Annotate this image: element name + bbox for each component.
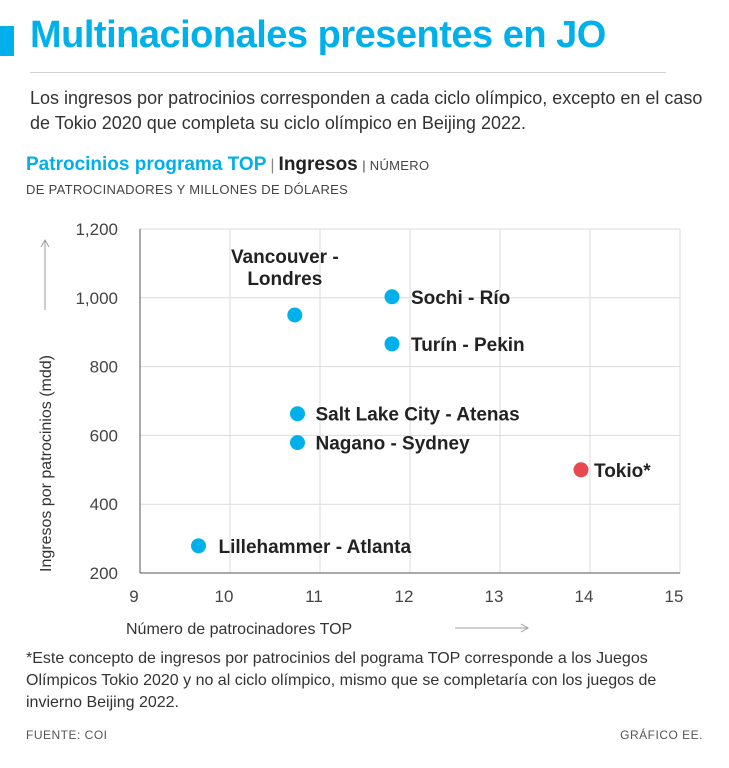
data-point	[573, 462, 589, 478]
data-point	[384, 336, 400, 352]
data-point	[290, 435, 305, 451]
x-tick-label: 9	[129, 587, 138, 606]
y-tick-label: 200	[90, 564, 118, 583]
chart-label-separator: |	[270, 157, 275, 174]
data-label: Turín - Pekin	[411, 335, 525, 356]
y-tick-label: 1,200	[75, 220, 118, 239]
chart-label-revenue: Ingresos	[278, 154, 358, 175]
x-tick-label: 14	[575, 587, 594, 606]
data-point	[290, 406, 305, 422]
y-tick-label: 800	[90, 358, 118, 377]
title-divider	[30, 72, 666, 73]
source-credit: FUENTE: COI	[26, 728, 108, 742]
data-labels: Lillehammer - Atlanta Nagano - Sydney Salt…	[219, 247, 652, 558]
x-tick-label: 10	[215, 587, 234, 606]
x-axis-title: Número de patrocinadores TOP	[126, 621, 352, 638]
grid	[140, 228, 681, 573]
data-label: Nagano - Sydney	[316, 434, 471, 455]
title-accent-bar	[0, 26, 14, 56]
x-tick-label: 13	[485, 587, 504, 606]
data-label: Sochi - Río	[411, 288, 510, 309]
y-tick-label: 400	[90, 495, 118, 514]
chart-label-units-2: DE PATROCINADORES Y MILLONES DE DÓLARES	[26, 182, 349, 197]
chart-header: Patrocinios programa TOP | Ingresos | NÚME…	[26, 152, 706, 178]
chart-label-units-1: | NÚMERO	[362, 158, 430, 173]
x-tick-label: 15	[665, 587, 684, 606]
y-tick-label: 1,000	[75, 289, 118, 308]
data-point	[384, 289, 400, 305]
data-point	[191, 538, 206, 554]
x-tick-label: 12	[395, 587, 414, 606]
data-label: Salt Lake City - Atenas	[316, 405, 520, 426]
data-point	[287, 307, 303, 323]
page-title: Multinacionales presentes en JO	[30, 14, 606, 56]
data-label: Vancouver -Londres	[231, 247, 339, 290]
chart-label-sponsorship: Patrocinios programa TOP	[26, 154, 267, 175]
scatter-chart: 200 400 600 800 1,000 1,200 9 10 11 12 13 14 15 Númer…	[38, 220, 683, 638]
data-label: Tokio*	[594, 461, 651, 482]
y-tick-label: 600	[90, 426, 118, 445]
data-label: Lillehammer - Atlanta	[219, 537, 412, 558]
footnote: *Este concepto de ingresos por patrocini…	[26, 650, 657, 711]
x-tick-label: 11	[305, 587, 323, 606]
subtitle: Los ingresos por patrocinios corresponde…	[30, 88, 703, 133]
data-points	[191, 289, 589, 554]
graphic-credit: GRÁFICO EE.	[620, 728, 703, 742]
axes: 200 400 600 800 1,000 1,200 9 10 11 12 13 14 15 Númer…	[38, 220, 683, 638]
y-axis-title: Ingresos por patrocinios (mdd)	[38, 355, 55, 572]
